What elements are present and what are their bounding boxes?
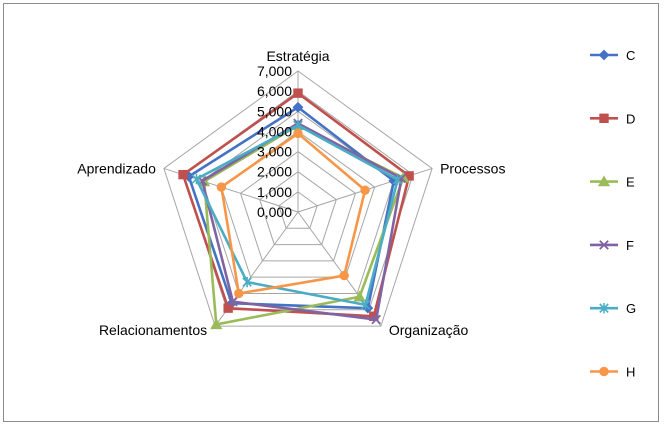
data-point-g <box>360 299 371 311</box>
legend-item-d: D <box>590 111 635 126</box>
tick-label: 2,000 <box>257 164 292 180</box>
tick-label: 3,000 <box>257 144 292 160</box>
axis-label-2: Organização <box>389 322 469 338</box>
data-point-d <box>293 88 303 98</box>
tick-label: 1,000 <box>257 184 292 200</box>
legend-marker <box>599 303 609 314</box>
legend-item-h: H <box>590 365 635 380</box>
axis-label-1: Processos <box>440 160 505 176</box>
data-point-f <box>228 296 238 307</box>
legend-marker <box>599 113 609 123</box>
legend-label: C <box>626 48 635 63</box>
data-point-e <box>210 318 223 330</box>
tick-label: 4,000 <box>257 123 292 139</box>
series-line-h <box>220 132 367 295</box>
series-group <box>178 88 414 330</box>
grid-ring <box>278 191 318 229</box>
series-g <box>191 120 403 311</box>
legend-label: G <box>626 301 636 316</box>
category-labels: Estratégia Processos Organização Relacionam… <box>77 48 505 338</box>
chart-frame <box>3 3 659 422</box>
data-point-e <box>353 290 366 302</box>
legend-marker <box>599 240 609 250</box>
data-point-g <box>392 174 403 185</box>
series-line-d <box>181 91 411 318</box>
data-point-g <box>191 173 202 185</box>
data-point-h <box>216 182 227 192</box>
legend-marker <box>598 49 610 61</box>
legend-item-f: F <box>590 238 634 253</box>
legend-marker <box>599 366 609 377</box>
tick-label: 6,000 <box>257 83 292 99</box>
data-point-d <box>178 169 188 180</box>
data-point-c <box>292 101 304 113</box>
series-h <box>216 128 370 299</box>
legend-label: F <box>626 238 634 253</box>
legend: C D E F G H <box>590 48 636 380</box>
legend-item-e: E <box>590 175 635 190</box>
legend-label: H <box>626 365 635 380</box>
data-point-h <box>339 270 349 281</box>
series-line-f <box>200 122 403 321</box>
series-line-g <box>195 124 399 307</box>
axis-label-3: Relacionamentos <box>99 322 207 338</box>
data-point-g <box>242 276 252 288</box>
legend-label: E <box>626 175 635 190</box>
legend-label: D <box>626 111 635 126</box>
tick-label: 7,000 <box>257 63 292 79</box>
tick-label: 0,000 <box>257 204 292 220</box>
legend-item-g: G <box>590 301 636 316</box>
data-point-h <box>234 288 244 299</box>
legend-item-c: C <box>590 48 635 63</box>
tick-labels: 0,000 1,000 2,000 3,000 4,000 5,000 6,000 7,000 <box>257 63 292 220</box>
grid-ring <box>163 70 433 327</box>
grid-ring <box>259 171 337 246</box>
data-point-d <box>223 303 233 313</box>
axis-label-4: Aprendizado <box>77 160 156 176</box>
data-point-h <box>293 128 303 139</box>
grid-ring <box>239 150 357 262</box>
axis-label-0: Estratégia <box>266 48 329 64</box>
data-point-h <box>360 185 370 195</box>
legend-marker <box>597 175 611 187</box>
tick-label: 5,000 <box>257 103 292 119</box>
data-point-f <box>371 314 381 325</box>
